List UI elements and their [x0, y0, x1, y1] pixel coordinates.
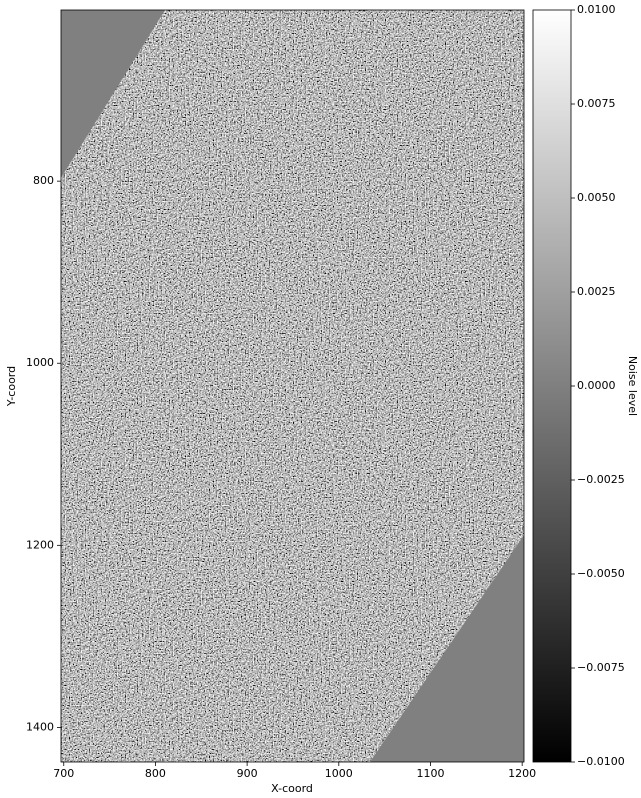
plot-frame [60, 9, 525, 763]
x-tick-label: 1200 [508, 767, 536, 780]
colorbar-tick-label: −0.0050 [577, 567, 625, 580]
colorbar-tick-label: 0.0075 [577, 97, 616, 110]
x-tick-label: 900 [237, 767, 258, 780]
y-tick-label: 1000 [26, 356, 54, 369]
x-axis-label: X-coord [271, 782, 313, 795]
colorbar-tick-label: 0.0050 [577, 191, 616, 204]
y-tick-label: 800 [33, 174, 54, 187]
x-tick-label: 800 [145, 767, 166, 780]
noise-image [61, 10, 524, 762]
x-tick-label: 1000 [325, 767, 353, 780]
colorbar-label: Noise level [626, 356, 639, 416]
x-tick-label: 1100 [416, 767, 444, 780]
colorbar-tick-label: 0.0025 [577, 285, 616, 298]
colorbar-tick-label: 0.0100 [577, 3, 616, 16]
y-tick-label: 1400 [26, 720, 54, 733]
y-axis-label: Y-coord [5, 366, 18, 407]
x-tick-label: 700 [53, 767, 74, 780]
colorbar-tick-label: −0.0075 [577, 661, 625, 674]
y-tick-label: 1200 [26, 538, 54, 551]
colorbar-tick-label: −0.0025 [577, 473, 625, 486]
colorbar-tick-label: −0.0100 [577, 755, 625, 768]
colorbar-tick-label: 0.0000 [577, 379, 616, 392]
colorbar [532, 9, 572, 763]
